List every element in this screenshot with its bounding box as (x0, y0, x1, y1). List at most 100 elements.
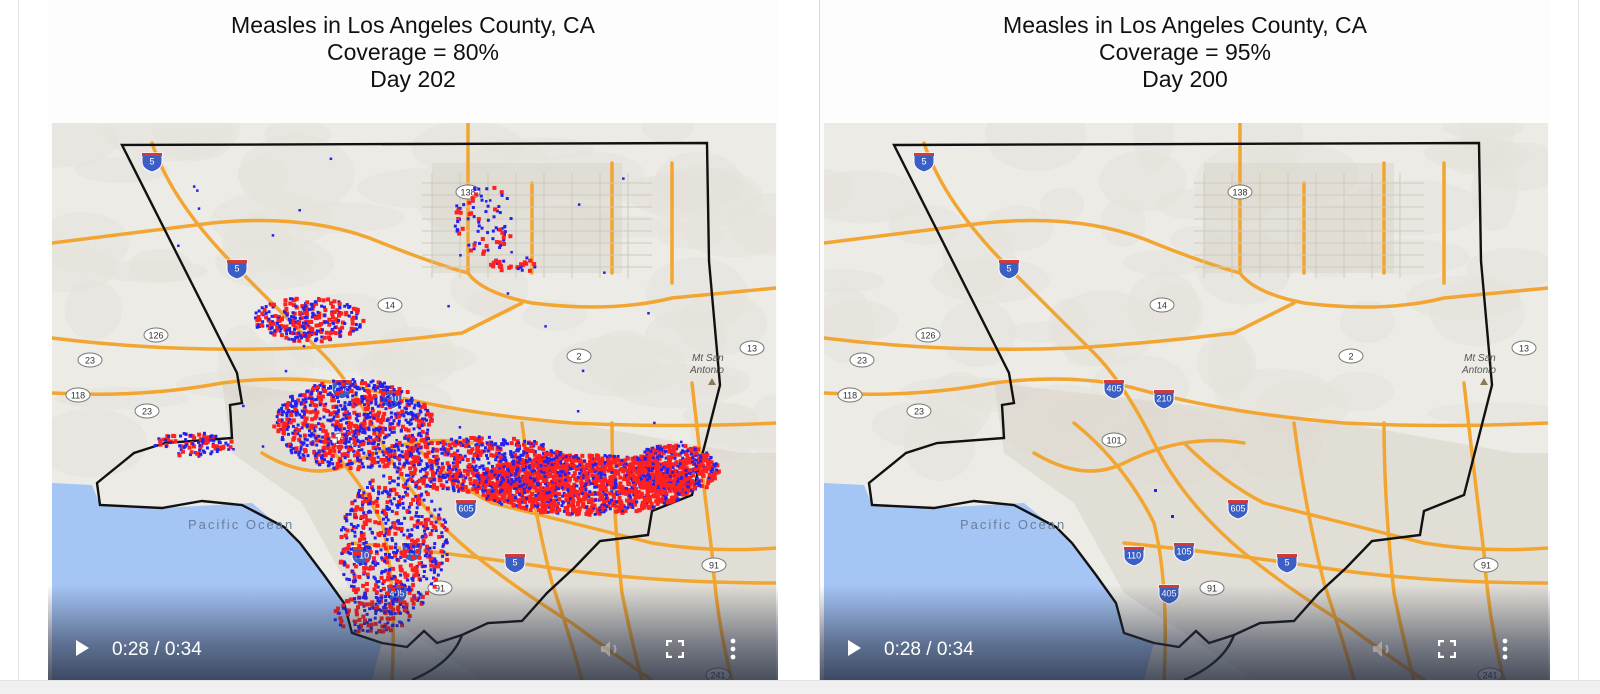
case-dot-blue (474, 188, 477, 191)
case-dot-blue (377, 456, 380, 459)
case-dot-red (397, 414, 401, 418)
case-dot-red (348, 426, 352, 430)
case-dot-blue (350, 385, 353, 388)
case-dot-red (554, 474, 558, 478)
case-dot-blue (382, 441, 385, 444)
case-dot-blue (345, 417, 348, 420)
case-dot-red (314, 316, 318, 320)
case-dot-blue (413, 406, 416, 409)
case-dot-blue (361, 504, 364, 507)
case-dot-red (374, 437, 378, 441)
case-dot-red (603, 477, 607, 481)
play-icon[interactable] (76, 640, 89, 656)
case-dot-red (498, 263, 502, 267)
case-dot-blue (439, 448, 442, 451)
case-dot-red (597, 467, 601, 471)
case-dot-blue (663, 502, 666, 505)
case-dot-red (614, 504, 618, 508)
case-dot-blue (423, 530, 426, 533)
case-dot-blue (561, 486, 564, 489)
case-dot-red (181, 450, 185, 454)
case-dot-blue (379, 381, 382, 384)
case-dot-red (347, 431, 351, 435)
case-dot-blue (417, 515, 420, 518)
case-dot-blue (460, 474, 463, 477)
case-dot-red (321, 395, 325, 399)
video-player-coverage-95[interactable]: Measles in Los Angeles County, CA Covera… (820, 0, 1550, 680)
case-dot-blue (435, 459, 438, 462)
case-dot-blue (499, 447, 502, 450)
case-dot-red (640, 493, 644, 497)
case-dot-red (658, 451, 662, 455)
case-dot-red (422, 477, 426, 481)
case-dot-red (571, 499, 575, 503)
case-dot-red (512, 437, 516, 441)
case-dot-blue (323, 314, 326, 317)
case-dot-red (434, 578, 438, 582)
case-dot-blue (315, 332, 318, 335)
case-dot-red (469, 211, 473, 215)
case-dot-red (324, 434, 328, 438)
case-dot-red (338, 440, 342, 444)
case-dot-blue (480, 464, 483, 467)
case-dot-red (383, 451, 387, 455)
case-dot-blue (666, 471, 669, 474)
case-dot-blue (431, 560, 434, 563)
case-dot-blue (354, 535, 357, 538)
case-dot-blue (361, 396, 364, 399)
case-dot-red (577, 509, 581, 513)
case-dot-red (339, 464, 343, 468)
highway-shield-label: 126 (148, 331, 163, 341)
case-dot-blue (557, 471, 560, 474)
case-dot-blue (333, 326, 336, 329)
case-dot-blue (429, 547, 432, 550)
case-dot-blue (374, 398, 377, 401)
case-dot-red (472, 243, 476, 247)
case-dot-blue (218, 441, 221, 444)
case-dot-blue (401, 450, 404, 453)
case-dot-red (298, 311, 302, 315)
case-dot-red (533, 453, 537, 457)
case-dot-blue (184, 438, 187, 441)
case-dot-red (531, 449, 535, 453)
case-dot-red (464, 444, 468, 448)
case-dot-red (705, 485, 709, 489)
case-dot-blue (372, 379, 375, 382)
case-dot-blue (287, 433, 290, 436)
volume-icon[interactable] (600, 640, 622, 658)
case-dot-blue (699, 459, 702, 462)
case-dot-red (327, 335, 331, 339)
case-dot-red (315, 410, 319, 414)
case-dot-red (435, 455, 439, 459)
fullscreen-icon[interactable] (666, 640, 684, 658)
case-dot-blue (598, 509, 601, 512)
case-dot-red (417, 502, 421, 506)
case-dot-red (257, 315, 261, 319)
case-dot-red (579, 488, 583, 492)
case-dot-blue (350, 311, 353, 314)
case-dot-red (558, 456, 562, 460)
case-dot-blue (566, 488, 569, 491)
case-dot-red (344, 534, 348, 538)
video-player-coverage-80[interactable]: Measles in Los Angeles County, CA Covera… (48, 0, 778, 680)
case-dot-blue (351, 529, 354, 532)
case-dot-blue (534, 494, 537, 497)
more-vertical-icon[interactable] (730, 638, 736, 660)
case-dot-red (395, 511, 399, 515)
case-dot-blue (365, 416, 368, 419)
case-dot-blue (448, 465, 451, 468)
case-dot-red (415, 550, 419, 554)
case-dot-red (538, 446, 542, 450)
case-dot-red (502, 235, 506, 239)
case-dot-red (305, 338, 309, 342)
case-dot-blue (528, 487, 531, 490)
case-dot-blue (645, 448, 648, 451)
case-dot-red (309, 426, 313, 430)
case-dot-red (426, 518, 430, 522)
case-dot-blue (396, 445, 399, 448)
case-dot-blue (361, 462, 364, 465)
case-dot-blue (595, 485, 598, 488)
case-dot-red (475, 450, 479, 454)
case-dot-red (385, 464, 389, 468)
case-dot-blue (483, 473, 486, 476)
